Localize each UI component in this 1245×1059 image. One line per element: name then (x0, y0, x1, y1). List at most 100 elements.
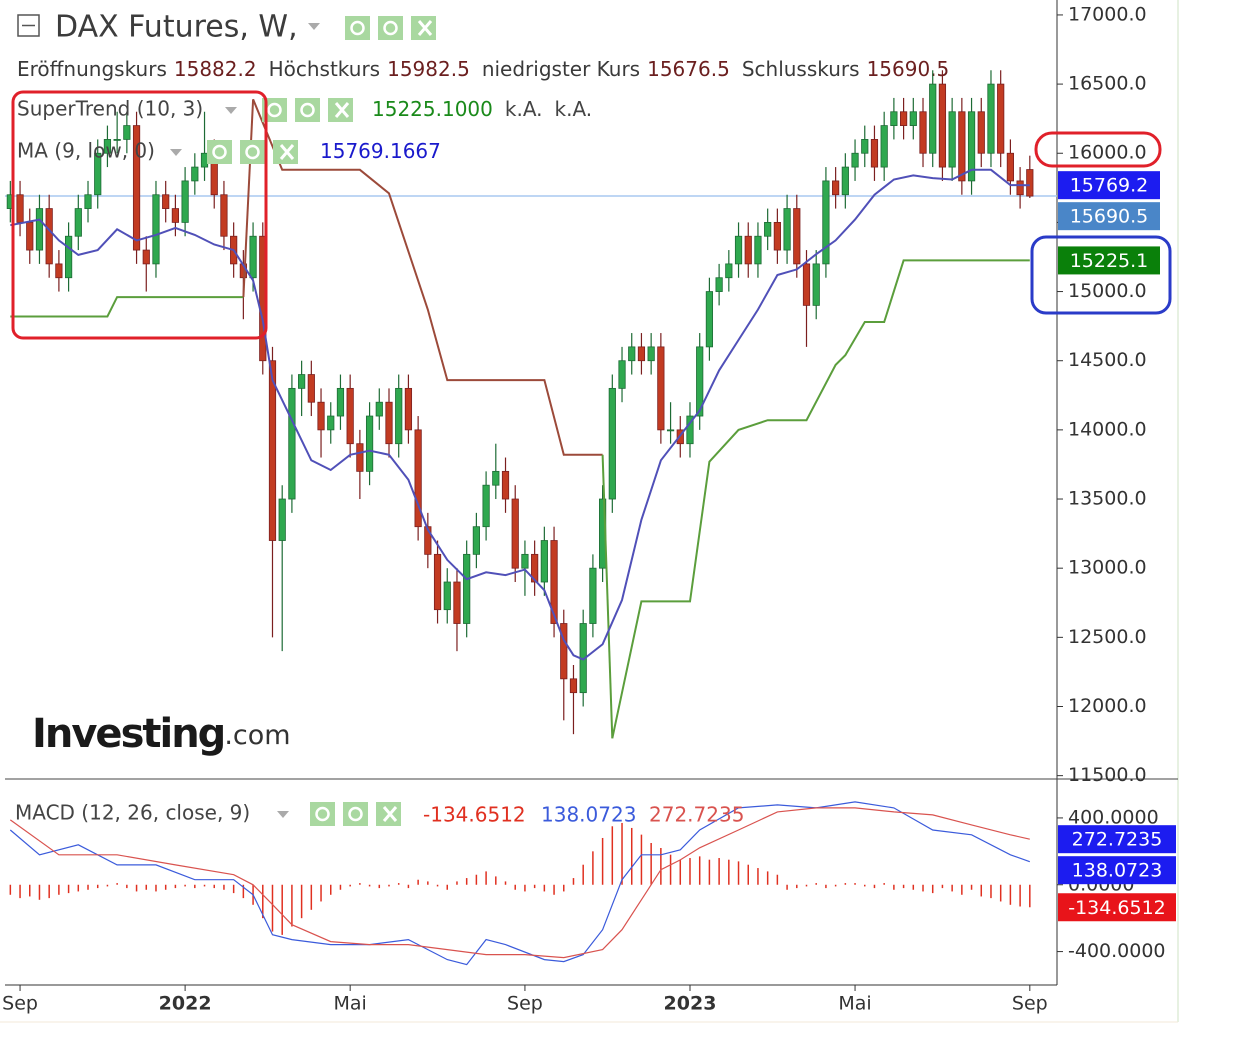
legend-label: Höchstkurs (269, 57, 381, 81)
candle-body (414, 429, 422, 528)
candle-body (744, 235, 752, 265)
candle-body (531, 553, 539, 583)
logo-main: Investing (32, 711, 224, 757)
candle-body (802, 263, 811, 306)
candle-body (773, 222, 781, 251)
candle-body (336, 387, 345, 417)
x-tick-label: Mai (334, 993, 367, 1015)
candle-body (899, 111, 908, 126)
y-tick-label: 13500.0 (1068, 488, 1147, 510)
x-tick-label: Sep (2, 993, 38, 1015)
legend-label: Eröffnungskurs (17, 57, 167, 81)
candle-body (967, 111, 976, 182)
candle-body (191, 166, 199, 182)
candle-body (1016, 180, 1024, 196)
indicator-values: 15225.1000 k.A. k.A. (372, 97, 592, 121)
indicator-button-icon (279, 144, 295, 160)
candle-body (841, 166, 849, 196)
macd-line (9, 801, 1031, 966)
candle-body (764, 222, 772, 237)
candle-body (142, 249, 150, 265)
candle-body (938, 83, 947, 168)
supertrend-line (252, 98, 603, 456)
candle-body (472, 526, 480, 555)
candle-body (74, 208, 82, 237)
dropdown (225, 107, 237, 114)
candle-body (482, 484, 490, 528)
annotation-ellipse (1034, 131, 1162, 168)
dropdown[interactable] (308, 23, 320, 30)
candle-body (152, 194, 160, 265)
indicator-button[interactable] (310, 802, 335, 826)
candle-body (45, 208, 53, 265)
candle-body (443, 581, 451, 611)
candle-body (424, 526, 432, 555)
candle-body (453, 581, 461, 624)
candle-body (501, 470, 510, 500)
candle-body (870, 139, 879, 168)
price-tag-label: 15690.5 (1070, 206, 1149, 228)
macd-line (9, 807, 1030, 959)
indicator-value: 15769.1667 (320, 139, 441, 163)
y-tick-label: 16500.0 (1068, 73, 1147, 95)
candle-body (618, 360, 626, 389)
indicator-value: k.A. (505, 97, 543, 121)
supertrend-line (242, 99, 255, 298)
value-tag-label: -134.6512 (1068, 897, 1166, 919)
indicator-button[interactable] (343, 802, 368, 826)
candle-body (200, 152, 209, 168)
indicator-button-icon (334, 102, 350, 118)
candle-body (589, 567, 597, 624)
price-tag (1058, 246, 1160, 275)
legend-label: niedrigster Kurs (482, 57, 640, 81)
indicator-button-icon (212, 144, 227, 160)
candle-body (715, 277, 723, 292)
candle-body (783, 208, 791, 251)
indicator-button[interactable] (207, 140, 232, 164)
candle-body (26, 222, 34, 251)
legend-value: 15882.2 (174, 57, 257, 81)
indicator-button-icon (315, 806, 330, 822)
candle-body (812, 263, 820, 306)
candle-body (521, 553, 529, 569)
candle-body (686, 415, 694, 445)
candle-body (278, 498, 286, 541)
indicator-value: 138.0723 (541, 803, 636, 827)
candle-body (365, 415, 374, 472)
candle-body (851, 152, 859, 168)
y-tick-label: 15000.0 (1068, 280, 1147, 302)
candle-body (725, 263, 733, 279)
legend-label: Schlusskurs (742, 57, 860, 81)
candle-body (171, 208, 179, 223)
indicator-button[interactable] (378, 16, 403, 40)
candle-body (1026, 169, 1034, 197)
y-tick-label: 400.0000 (1068, 806, 1159, 828)
candle-body (94, 152, 102, 196)
y-tick-label: 12000.0 (1068, 695, 1147, 717)
candle-body (433, 553, 442, 611)
candle-body (288, 387, 296, 500)
candle-body (647, 346, 655, 362)
candle-body (16, 194, 24, 223)
price-tag-label: 15769.2 (1070, 175, 1149, 197)
indicator-name: MACD (12, 26, close, 9) (15, 801, 250, 825)
annotation-box (11, 90, 268, 340)
collapse-icon[interactable] (17, 14, 40, 37)
candle-body (463, 553, 471, 624)
indicator-button[interactable] (345, 16, 370, 40)
indicator-button[interactable] (295, 98, 320, 122)
indicator-button-icon (300, 102, 315, 118)
candle-body (511, 498, 519, 569)
candle-body (404, 387, 413, 431)
candle-body (249, 235, 257, 279)
candle-body (880, 125, 888, 168)
indicator-button[interactable] (240, 140, 265, 164)
x-tick-label: Sep (507, 993, 543, 1015)
value-tag-label: 138.0723 (1072, 860, 1163, 882)
candle-body (909, 111, 917, 126)
candle-body (822, 180, 830, 265)
indicator-value: k.A. (555, 97, 593, 121)
candle-body (84, 194, 92, 209)
indicator-button-icon (348, 806, 363, 822)
supertrend-line (10, 296, 244, 318)
